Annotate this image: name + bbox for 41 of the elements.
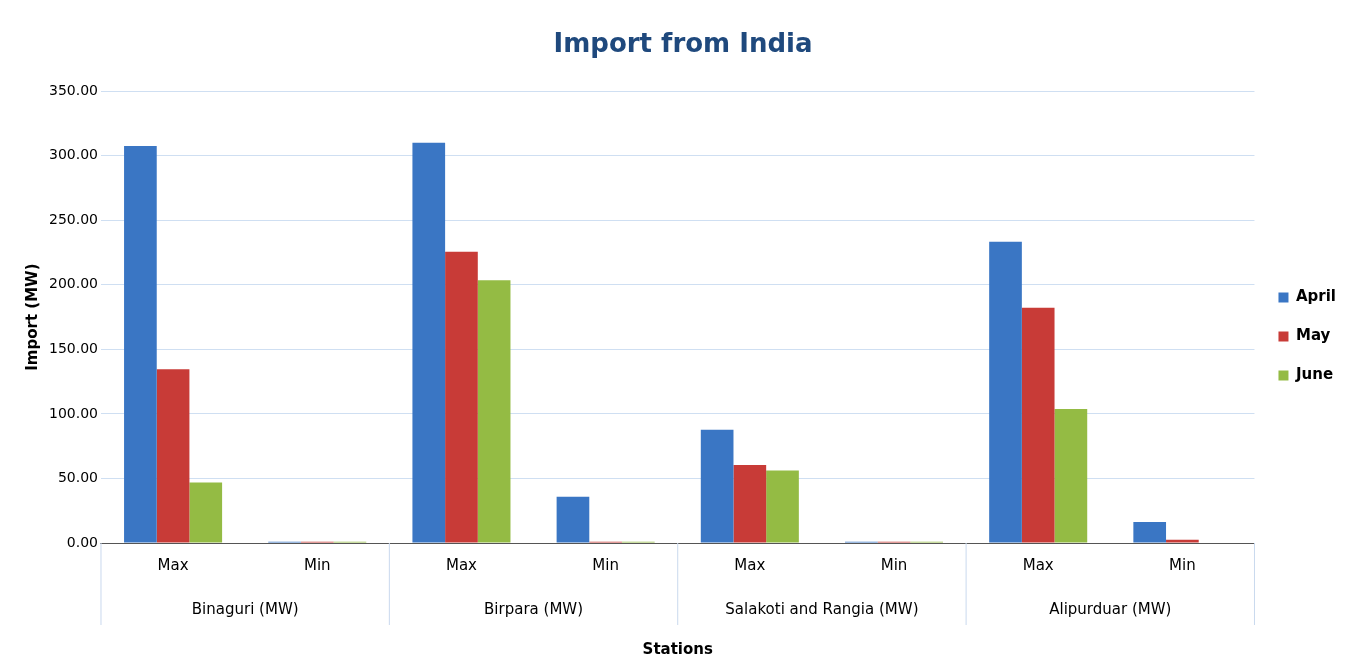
x-axis-title: Stations bbox=[642, 639, 713, 658]
bar bbox=[989, 241, 1022, 543]
x-tick-label: Min bbox=[303, 555, 331, 574]
bar bbox=[766, 470, 799, 543]
bar bbox=[477, 280, 511, 543]
legend-label: May bbox=[1295, 326, 1331, 345]
text: Alipurduar (MW) bbox=[1049, 599, 1172, 618]
y-tick-label: 300.00 bbox=[48, 146, 98, 163]
y-tick-label: 150.00 bbox=[48, 340, 98, 357]
x-tick-label: Max bbox=[157, 555, 189, 574]
x-tick-label: Max bbox=[1022, 555, 1054, 574]
bar bbox=[733, 464, 767, 543]
text: Birpara (MW) bbox=[484, 599, 584, 618]
y-tick-label: 200.00 bbox=[48, 275, 98, 292]
x-tick-label: Min bbox=[880, 555, 908, 574]
bar bbox=[1054, 408, 1088, 543]
y-tick-label: 250.00 bbox=[48, 210, 98, 227]
chart-title: Import from India bbox=[553, 28, 813, 59]
bar bbox=[1021, 307, 1055, 543]
bar bbox=[124, 146, 157, 543]
y-tick-label: 350.00 bbox=[48, 81, 98, 98]
bar bbox=[1133, 522, 1167, 543]
bar bbox=[156, 369, 190, 543]
y-axis-title: Import (MW) bbox=[22, 263, 41, 371]
legend-label: April bbox=[1295, 287, 1336, 306]
bar bbox=[1166, 539, 1199, 543]
x-tick-label: Max bbox=[734, 555, 766, 574]
bar bbox=[189, 482, 223, 543]
x-tick-label: Min bbox=[592, 555, 619, 574]
x-tick-label: Max bbox=[445, 555, 478, 574]
bar bbox=[556, 496, 590, 543]
y-tick-label: 100.00 bbox=[48, 404, 98, 421]
y-tick-label: 0.00 bbox=[66, 533, 98, 550]
bar bbox=[700, 429, 734, 543]
x-tick-label: Min bbox=[1169, 555, 1196, 574]
text: Salakoti and Rangia (MW) bbox=[725, 599, 919, 618]
text: Binaguri (MW) bbox=[191, 599, 299, 618]
bar bbox=[445, 251, 478, 543]
legend-label: June bbox=[1294, 365, 1334, 384]
y-tick-label: 50.00 bbox=[57, 469, 98, 486]
bar bbox=[412, 142, 446, 543]
